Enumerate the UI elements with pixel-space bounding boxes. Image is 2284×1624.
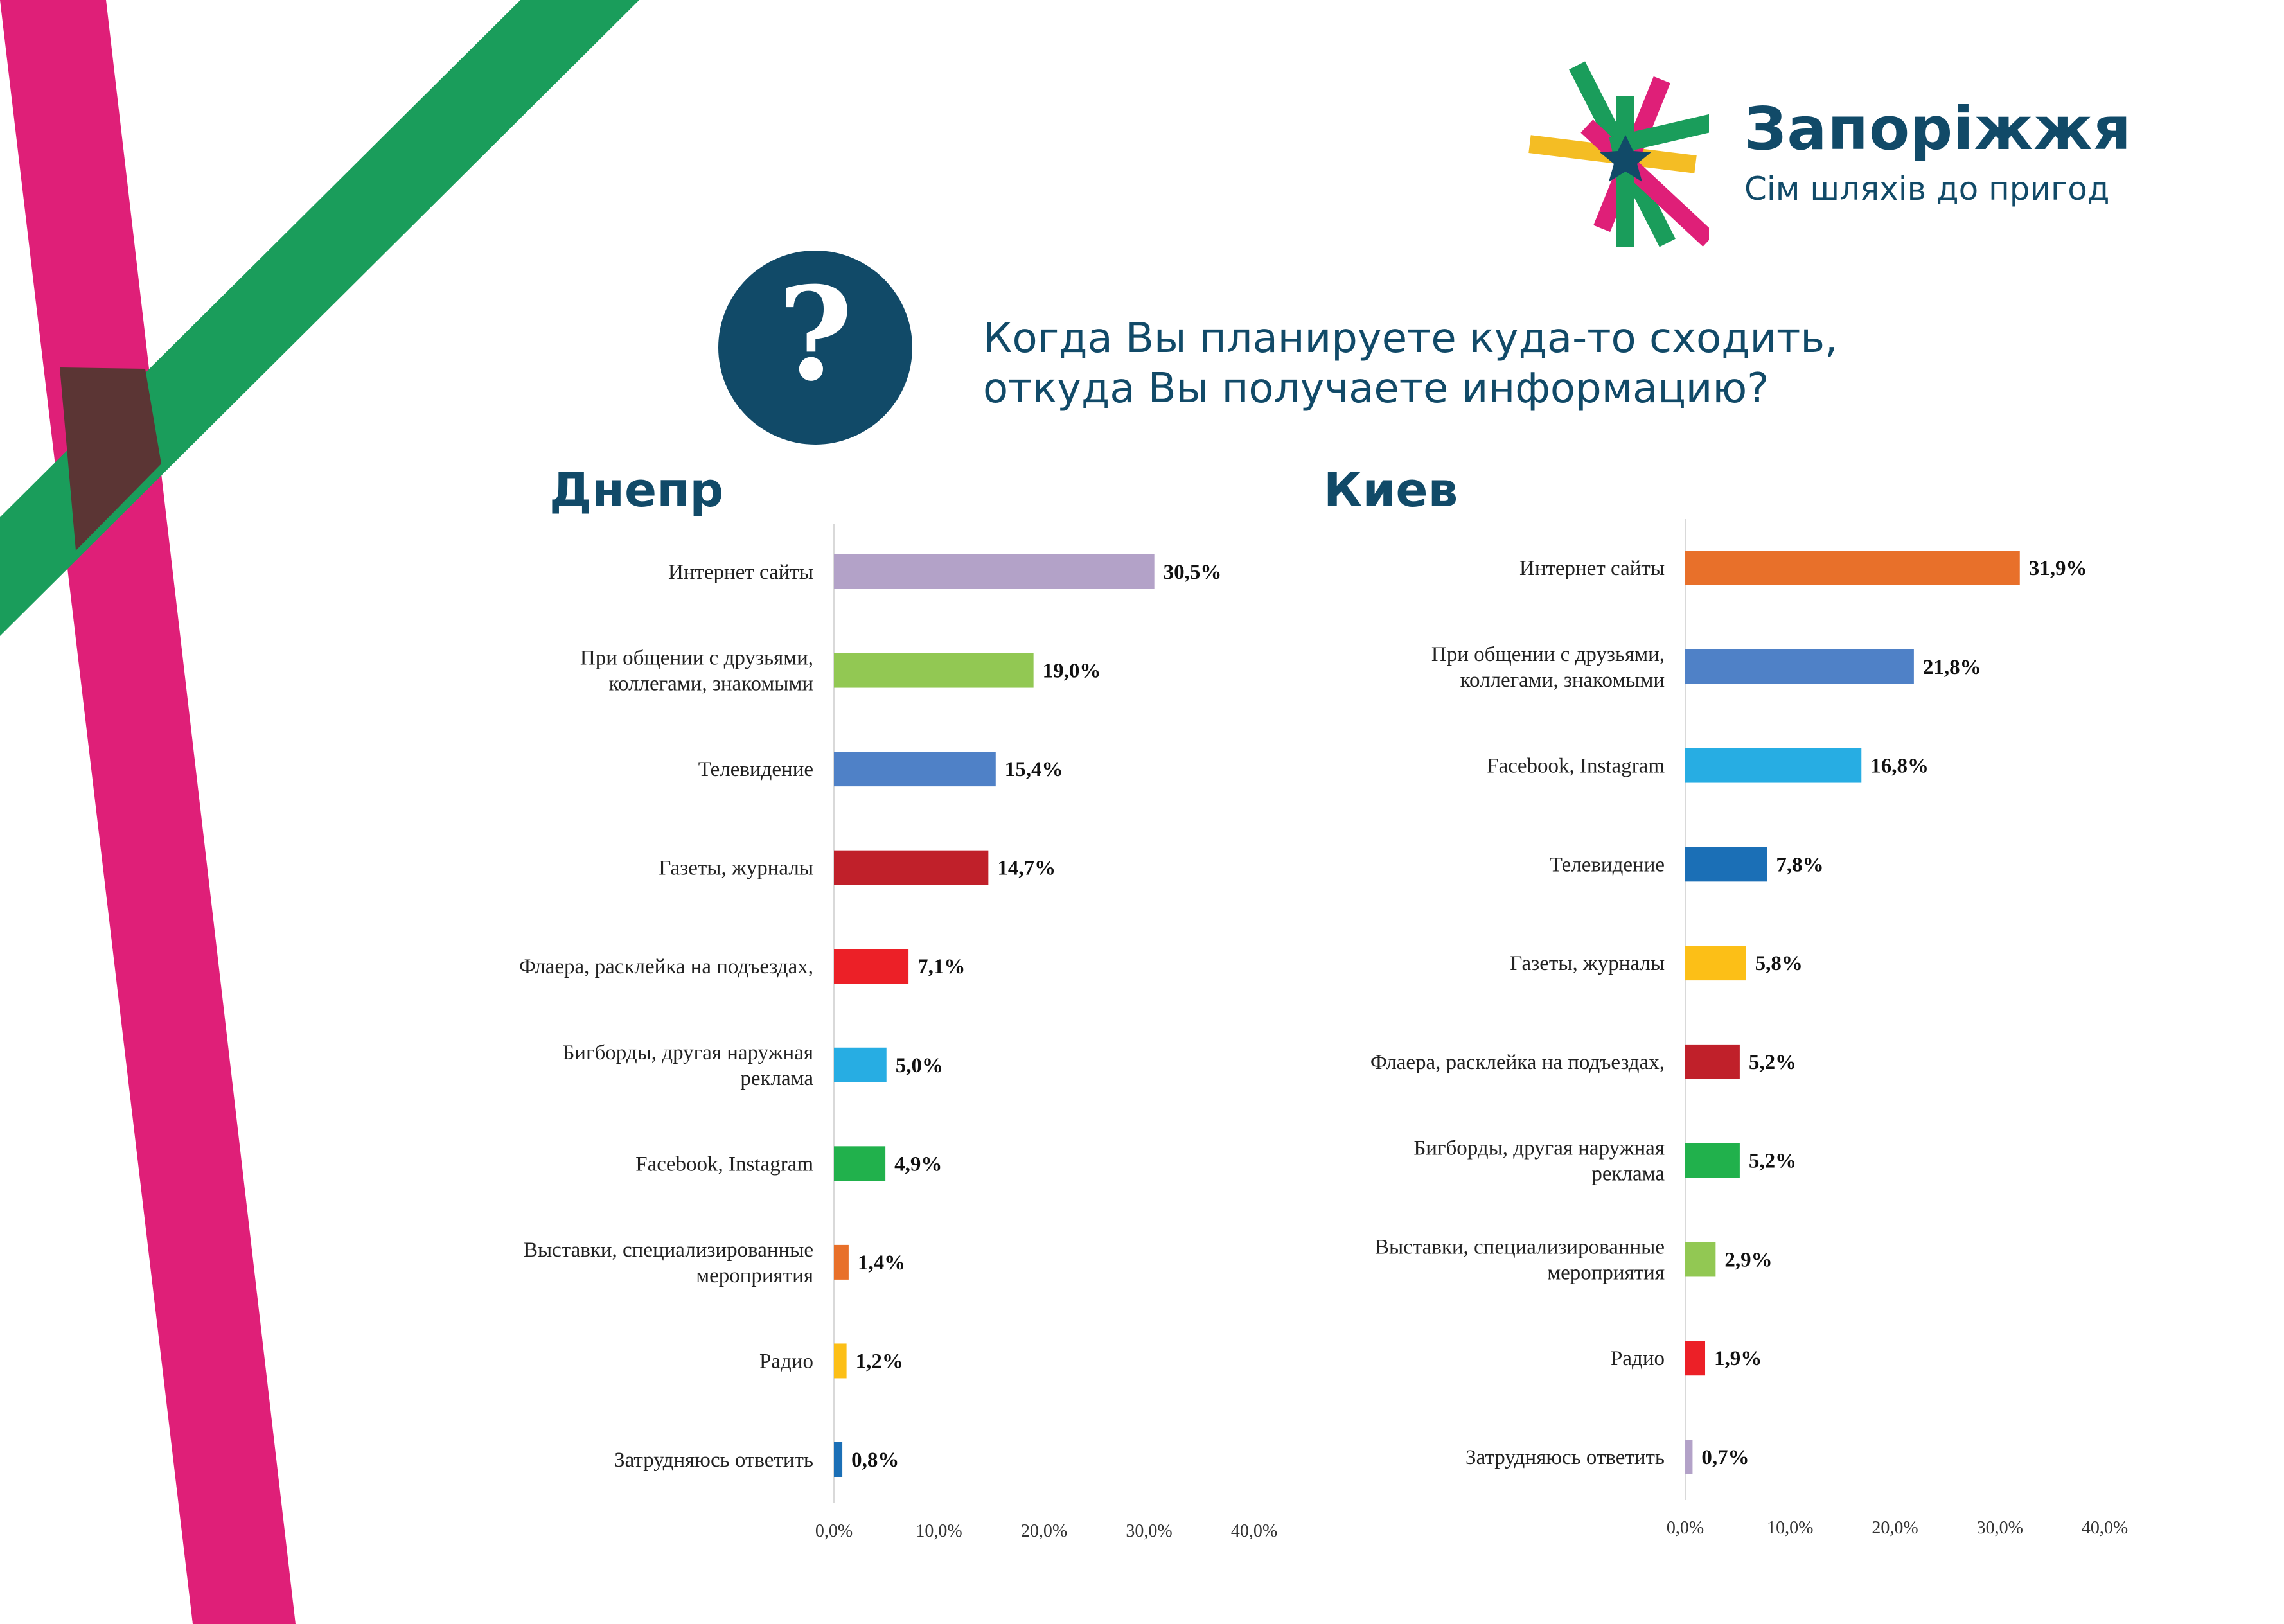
category-label: Выставки, специализированные мероприятия: [524, 1239, 813, 1287]
category-label: Телевидение: [698, 758, 813, 781]
category-label: Флаера, расклейка на подъездах,: [519, 955, 813, 978]
tick-label: 20,0%: [1872, 1518, 1918, 1538]
category-label: Радио: [759, 1350, 813, 1373]
bar: [1685, 748, 1862, 783]
value-label: 30,5%: [1164, 561, 1222, 584]
value-label: 1,4%: [858, 1251, 905, 1275]
tick-label: 10,0%: [1767, 1518, 1813, 1538]
question-line-2: откуда Вы получаете информацию?: [983, 365, 1769, 412]
svg-text:?: ?: [777, 259, 853, 410]
bar: [1685, 847, 1767, 882]
value-label: 0,7%: [1701, 1446, 1749, 1469]
category-label: Интернет сайты: [668, 561, 813, 584]
category-label: При общении с друзьями, коллегами, знаком…: [580, 647, 813, 696]
value-label: 16,8%: [1870, 755, 1929, 778]
bar: [834, 949, 909, 984]
tick-label: 40,0%: [2082, 1518, 2128, 1538]
value-label: 1,9%: [1714, 1347, 1762, 1370]
brand-tagline: Сім шляхів до пригод: [1744, 170, 2110, 207]
chart-title-dnipro: Днепр: [549, 463, 724, 518]
value-label: 31,9%: [2029, 557, 2087, 580]
value-label: 15,4%: [1005, 758, 1063, 781]
tick-label: 30,0%: [1977, 1518, 2023, 1538]
tick-label: 0,0%: [815, 1521, 853, 1541]
value-label: 5,2%: [1749, 1150, 1796, 1173]
value-label: 4,9%: [894, 1152, 942, 1176]
question-mark-icon: ?: [718, 251, 912, 445]
green-stripe: [0, 0, 639, 636]
bar: [1685, 1440, 1693, 1474]
brand-name: Запоріжжя: [1744, 94, 2132, 163]
bar: [834, 1146, 886, 1181]
bar: [1685, 1044, 1740, 1079]
category-label: Флаера, расклейка на подъездах,: [1370, 1051, 1665, 1074]
category-label: При общении с друзьями, коллегами, знаком…: [1431, 643, 1665, 692]
value-label: 7,8%: [1776, 853, 1823, 876]
category-label: Радио: [1611, 1347, 1665, 1370]
value-label: 7,1%: [917, 955, 965, 978]
value-label: 2,9%: [1724, 1248, 1772, 1271]
bar: [1685, 649, 1914, 684]
bar: [1685, 551, 2020, 585]
tick-label: 20,0%: [1021, 1521, 1067, 1541]
bar: [834, 554, 1155, 589]
category-label: Затрудняюсь ответить: [1465, 1446, 1665, 1469]
category-label: Телевидение: [1550, 853, 1665, 876]
category-label: Бигборды, другая наружная реклама: [562, 1041, 813, 1090]
bar: [1685, 1242, 1716, 1277]
category-label: Газеты, журналы: [659, 857, 813, 880]
value-label: 19,0%: [1043, 660, 1101, 683]
category-label: Выставки, специализированные мероприятия: [1375, 1235, 1665, 1284]
value-label: 5,2%: [1749, 1051, 1796, 1074]
tick-label: 10,0%: [916, 1521, 962, 1541]
category-label: Газеты, журналы: [1510, 952, 1665, 975]
value-label: 5,8%: [1755, 952, 1803, 975]
value-label: 5,0%: [896, 1054, 943, 1077]
question-line-1: Когда Вы планируете куда-то сходить,: [983, 315, 1838, 362]
bar: [834, 752, 996, 787]
category-label: Интернет сайты: [1519, 557, 1665, 580]
category-label: Затрудняюсь ответить: [614, 1449, 813, 1472]
bar: [834, 850, 989, 885]
bar: [834, 1343, 847, 1379]
bar: [1685, 1341, 1706, 1376]
category-label: Facebook, Instagram: [1487, 755, 1665, 778]
value-label: 1,2%: [856, 1350, 903, 1373]
zaporizhzhia-logo-icon: [1528, 61, 1709, 247]
category-label: Бигборды, другая наружная реклама: [1413, 1137, 1665, 1186]
value-label: 21,8%: [1923, 656, 1981, 679]
bar: [1685, 946, 1746, 981]
bar: [834, 653, 1034, 688]
tick-label: 30,0%: [1126, 1521, 1172, 1541]
value-label: 14,7%: [997, 857, 1056, 880]
bar: [834, 1442, 843, 1477]
bar: [834, 1244, 849, 1280]
bar: [834, 1047, 887, 1082]
category-label: Facebook, Instagram: [635, 1152, 813, 1176]
survey-question: Когда Вы планируете куда-то сходить, отк…: [983, 313, 1837, 414]
chart-title-kyiv: Киев: [1323, 463, 1458, 518]
stripe-overlap: [60, 367, 161, 551]
value-label: 0,8%: [851, 1449, 899, 1472]
tick-label: 0,0%: [1667, 1518, 1704, 1538]
bar: [1685, 1143, 1740, 1178]
logo-text: Запоріжжя Сім шляхів до пригод: [1744, 94, 2132, 207]
tick-label: 40,0%: [1231, 1521, 1277, 1541]
